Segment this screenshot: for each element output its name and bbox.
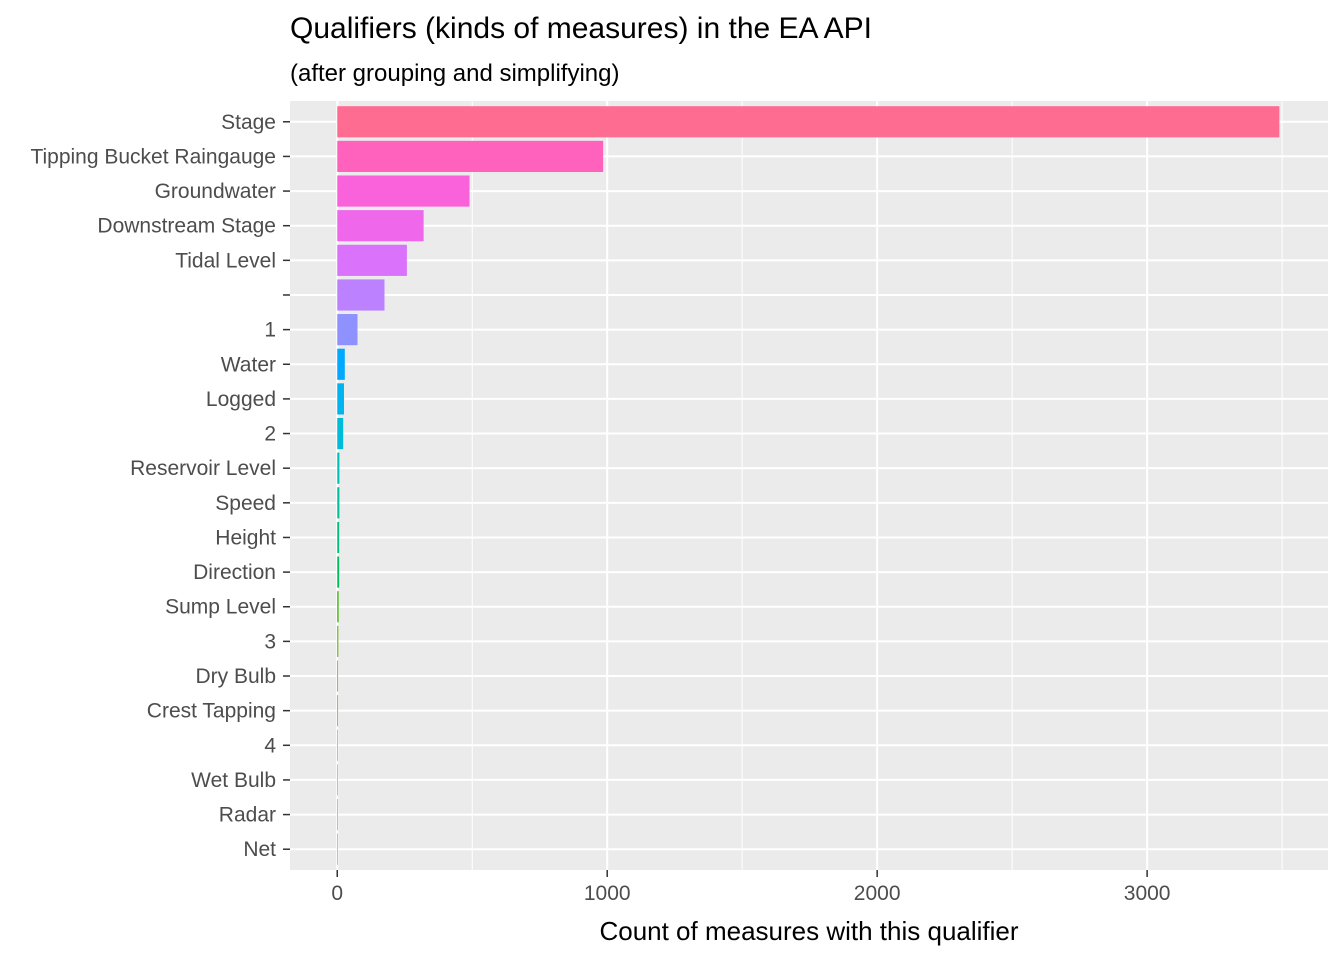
y-tick-label: Wet Bulb (191, 769, 276, 792)
bar (337, 279, 385, 311)
bar (337, 383, 344, 415)
y-tick-label: 2 (264, 423, 276, 446)
bar (337, 348, 345, 380)
bar (337, 487, 340, 519)
y-tick-label: Groundwater (155, 180, 276, 203)
y-tick-label: Speed (215, 492, 276, 515)
y-tick-label: Downstream Stage (97, 215, 276, 238)
x-tick-label: 0 (331, 882, 343, 905)
y-tick-label: Logged (206, 388, 276, 411)
bar (337, 210, 424, 242)
y-tick-label: Stage (221, 111, 276, 134)
y-tick-label: Water (221, 353, 276, 376)
grid-lines (290, 101, 1328, 870)
bar (337, 556, 340, 588)
y-axis: Stage Tipping Bucket Raingauge Groundwater… (30, 111, 290, 861)
y-tick-label: 4 (264, 734, 276, 757)
bar (337, 729, 338, 761)
y-tick-label: Dry Bulb (195, 665, 276, 688)
bar (337, 798, 338, 831)
y-tick-label: Tidal Level (175, 249, 276, 272)
y-tick-label: Sump Level (165, 596, 276, 619)
x-tick-label: 1000 (584, 882, 631, 905)
bar (337, 244, 407, 276)
y-tick-label: Direction (193, 561, 276, 584)
plot-panel (290, 101, 1328, 870)
x-tick-label: 2000 (854, 882, 901, 905)
bar (337, 764, 338, 796)
y-tick-label: 1 (264, 319, 276, 342)
y-tick-label: Crest Tapping (147, 700, 276, 723)
bar (337, 833, 338, 865)
y-tick-label: Radar (219, 804, 276, 827)
bar (337, 452, 340, 484)
bar (337, 106, 1280, 138)
bar (337, 521, 340, 554)
y-tick-label: Reservoir Level (130, 457, 276, 480)
x-axis: 0 1000 2000 3000 (331, 870, 1170, 905)
y-tick-label: Net (243, 838, 276, 861)
bar (337, 175, 470, 207)
bar (337, 660, 339, 692)
chart-title: Qualifiers (kinds of measures) in the EA… (290, 12, 872, 45)
bar (337, 140, 604, 173)
x-tick-label: 3000 (1124, 882, 1171, 905)
bar (337, 417, 344, 450)
y-tick-label: Height (215, 526, 276, 549)
bar (337, 695, 339, 727)
x-axis-label: Count of measures with this qualifier (599, 916, 1018, 946)
bar (337, 625, 339, 657)
chart-subtitle: (after grouping and simplifying) (290, 60, 620, 87)
y-tick-label: 3 (264, 630, 276, 653)
bar (337, 314, 358, 346)
bar (337, 591, 339, 623)
bars (337, 106, 1280, 865)
y-tick-label: Tipping Bucket Raingauge (30, 145, 276, 168)
